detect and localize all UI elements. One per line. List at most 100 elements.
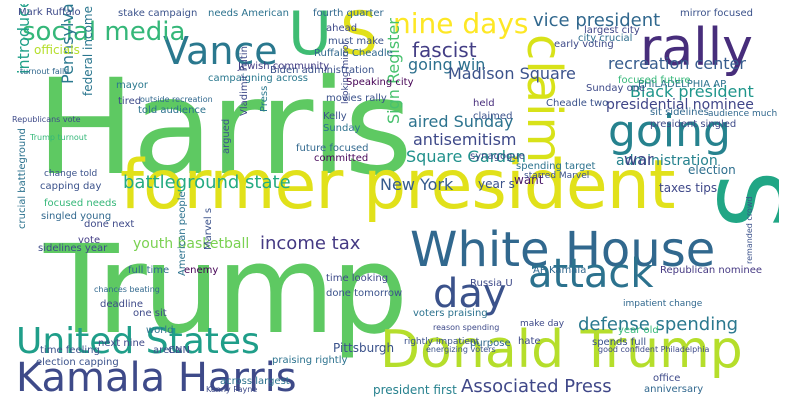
word-federal-income: federal income: [81, 6, 95, 96]
word-jewish-community: Jewish community: [238, 61, 330, 72]
word-future-focused: future focused: [296, 143, 369, 154]
word-time-feeling: time feeling: [40, 345, 100, 356]
word-audience-much: audience much: [708, 109, 778, 119]
word-next-nine: next nine: [98, 338, 145, 349]
word-sidelines-year: sidelines year: [38, 243, 108, 254]
word-nine-days: nine days: [393, 7, 529, 40]
word-want: want: [514, 173, 544, 187]
word-officials: officials: [34, 43, 80, 57]
word-needs-american: needs American: [208, 8, 289, 19]
word-cnn: CNN: [168, 345, 190, 356]
word-kenny-payne: Kenny Payne: [206, 385, 258, 394]
word-chances-beating: chances beating: [94, 285, 160, 294]
word-sunday-one: Sunday one: [586, 83, 646, 94]
word-day: day: [433, 271, 507, 317]
word-trump: Trump: [44, 219, 408, 361]
word-associated-press: Associated Press: [461, 376, 612, 397]
word-stake-campaign: stake campaign: [118, 8, 198, 19]
word-going-win: going win: [408, 55, 486, 74]
word-recreation-center: recreation center: [608, 54, 746, 73]
word-former-president: former president: [120, 146, 675, 225]
word-impatient-change: impatient change: [623, 299, 703, 309]
word-speaking-city: Speaking city: [346, 77, 414, 88]
word-biden-administration: Biden administration: [270, 65, 375, 76]
word-philadelphia-ap: PHILADELPHIA AP: [638, 79, 727, 90]
word-claimed: claimed: [473, 111, 513, 122]
word-done-next: done next: [84, 219, 135, 230]
word-largest-city: largest city: [584, 25, 640, 36]
word-ruffalo-cheadle: Ruffalo Cheadle: [314, 48, 393, 59]
word-deadline: deadline: [100, 299, 144, 310]
word-outside-recreation: outside recreation: [140, 95, 213, 104]
word-cheadle-two: Cheadle two: [546, 98, 609, 109]
word-youth-basketball: youth basketball: [133, 236, 250, 252]
word-year-old: year old: [618, 325, 659, 336]
word-rightly-impatient: rightly impatient: [404, 337, 480, 347]
word-anniversary: anniversary: [644, 384, 704, 395]
word-taxes-tips: taxes tips: [659, 181, 718, 195]
word-mark-ruffalo: Mark Ruffalo: [18, 7, 81, 18]
word-president-singled: president singled: [650, 119, 737, 130]
word-united-states: United States: [16, 321, 260, 362]
word-american-people: American people: [177, 191, 188, 276]
word-russia-u: Russia U: [470, 278, 513, 289]
word-enemy: enemy: [184, 265, 219, 276]
word-sign-register: Sign Register: [384, 18, 403, 124]
word-press: Press: [259, 85, 270, 112]
word-going: going: [608, 106, 731, 157]
word-spending-target: spending target: [516, 161, 596, 172]
word-arena: arena: [153, 345, 182, 356]
word-done-tomorrow: done tomorrow: [326, 288, 403, 299]
word-good-confident-philadelphia: good confident Philadelphia: [598, 345, 710, 354]
word-kelly: Kelly: [323, 111, 347, 122]
word-s-right: S: [700, 171, 779, 229]
word-income-tax: income tax: [260, 233, 361, 254]
word-presidential-nominee: presidential nominee: [606, 97, 754, 113]
word-crucial-battleground: crucial battleground: [17, 128, 28, 229]
word-change-told: change told: [44, 169, 98, 179]
word-ahead: ahead: [326, 23, 358, 34]
word-synagogue: synagogue: [470, 151, 525, 162]
word-movies-rally: movies rally: [326, 93, 387, 104]
word-praising-rightly: praising rightly: [272, 355, 348, 366]
word-committed: committed: [314, 153, 369, 164]
word-vice-president: vice president: [533, 10, 661, 31]
word-donald-trump: Donald Trump: [380, 320, 743, 380]
word-focused-needs: focused needs: [44, 198, 117, 209]
word-white-house: White House: [410, 222, 716, 278]
word-election-capping: election capping: [36, 357, 119, 368]
word-purpose: purpose: [470, 338, 511, 349]
word-world: world: [146, 325, 174, 336]
word-full-time: full time: [128, 265, 170, 276]
word-turnout-falls: turnout falls: [20, 67, 69, 76]
word-republicans-vote: Republicans vote: [12, 115, 81, 124]
word-s-top: S: [340, 4, 379, 69]
word-held: held: [473, 98, 495, 109]
word-sunday: Sunday: [323, 123, 361, 134]
word-must-make: must make: [328, 36, 384, 47]
word-square-garden: Square Garden: [406, 147, 527, 166]
word-city-crucial: city crucial: [578, 33, 633, 44]
word-year-s: year s: [478, 177, 515, 191]
word-make-day: make day: [520, 319, 565, 329]
word-campaigning-across: campaigning across: [208, 73, 309, 84]
word-focused-future: focused future: [618, 75, 691, 86]
word-singled-young: singled young: [41, 211, 112, 222]
word-rally: rally: [640, 18, 753, 78]
word-republican-nominee: Republican nominee: [660, 265, 763, 276]
word-ap-kamala: AP Kamala: [533, 265, 587, 276]
word-early-voting: early voting: [554, 39, 614, 50]
word-sit-sidelines: sit sidelines: [650, 107, 709, 118]
word-looking-mirror: looking mirror: [341, 40, 351, 104]
word-madison-square: Madison Square: [448, 64, 576, 83]
word-trump-turnout: Trump turnout: [30, 133, 88, 142]
word-pittsburgh: Pittsburgh: [333, 341, 395, 355]
word-told-audience: told audience: [138, 105, 207, 116]
word-time-looking: time looking: [326, 273, 389, 284]
word-spends-full: spends full: [592, 337, 647, 348]
word-energizing-voters: energizing voters: [426, 345, 496, 354]
word-tired: tired: [118, 96, 142, 107]
word-attack: attack: [528, 251, 654, 297]
word-harris: Harris: [36, 51, 413, 205]
word-mayor: mayor: [116, 80, 149, 91]
